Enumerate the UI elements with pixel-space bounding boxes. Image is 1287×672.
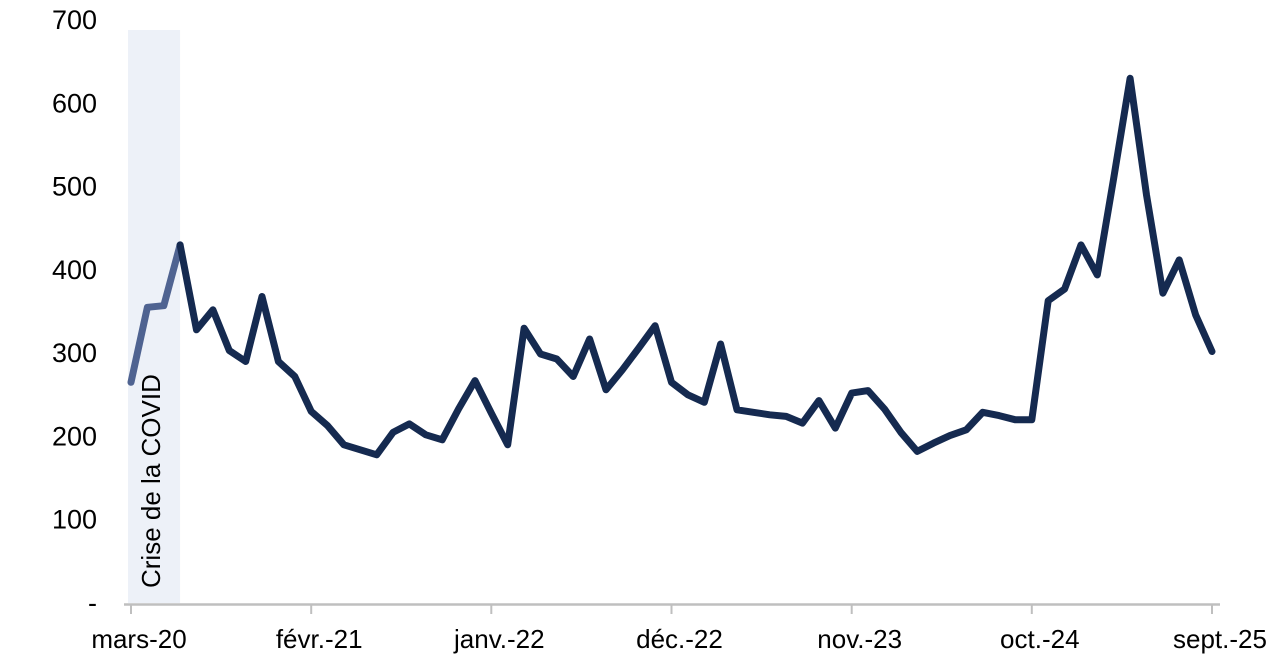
x-axis-label: oct.-24 <box>1000 624 1080 654</box>
y-axis-label: 400 <box>52 255 97 285</box>
covid-band <box>128 30 181 603</box>
y-axis-label: 500 <box>52 172 97 202</box>
y-axis-label: 600 <box>52 88 97 118</box>
y-axis-label: 300 <box>52 338 97 368</box>
y-axis-label: 100 <box>52 505 97 535</box>
series-line-covid-segment <box>127 241 184 386</box>
x-axis-label: janv.-22 <box>453 624 545 654</box>
y-axis-label: - <box>88 588 97 618</box>
covid-band-label: Crise de la COVID <box>136 374 166 588</box>
y-axis-label: 700 <box>52 5 97 35</box>
x-axis-label: nov.-23 <box>817 624 902 654</box>
x-axis-label: févr.-21 <box>276 624 363 654</box>
y-axis-label: 200 <box>52 421 97 451</box>
series-line <box>176 74 1216 459</box>
x-axis-label: sept.-25 <box>1173 624 1267 654</box>
x-axis-label: déc.-22 <box>636 624 723 654</box>
x-axis-label: mars-20 <box>91 624 186 654</box>
